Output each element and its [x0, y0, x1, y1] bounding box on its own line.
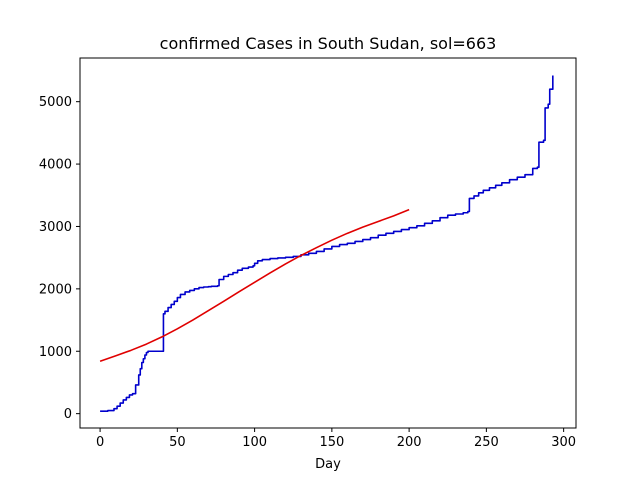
axes-frame	[79, 57, 577, 429]
y-tick-label: 3000	[39, 220, 72, 235]
y-tick-label: 2000	[39, 282, 72, 297]
y-axis-ticks: 0 1000 2000 3000 4000 5000	[39, 95, 80, 422]
x-tick-label: 200	[397, 435, 422, 450]
y-tick-label: 4000	[39, 158, 72, 173]
plot-area	[80, 58, 576, 428]
x-tick-label: 150	[319, 435, 344, 450]
x-tick-label: 100	[242, 435, 267, 450]
x-axis-ticks: 0 50 100 150 200 250 300	[96, 428, 576, 450]
series-layer	[99, 75, 554, 412]
axes-spines	[79, 57, 577, 429]
x-axis-label: Day	[315, 457, 341, 472]
y-tick-label: 1000	[39, 345, 72, 360]
x-tick-label: 250	[474, 435, 499, 450]
chart-title: confirmed Cases in South Sudan, sol=663	[160, 34, 497, 53]
x-tick-label: 50	[169, 435, 186, 450]
y-tick-label: 0	[64, 407, 72, 422]
series-0-line	[100, 75, 554, 412]
x-tick-label: 0	[96, 435, 104, 450]
y-tick-label: 5000	[39, 95, 72, 110]
x-tick-label: 300	[551, 435, 576, 450]
series-1-line	[99, 208, 410, 362]
